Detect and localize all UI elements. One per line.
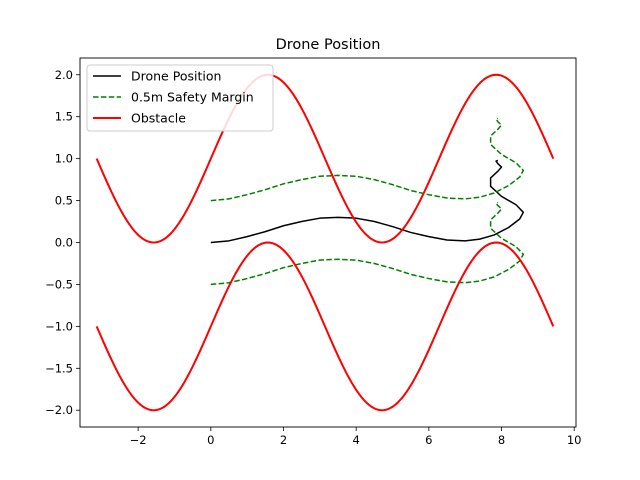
y-tick-label: 0.0 bbox=[55, 236, 73, 250]
series-line-drone-position-0 bbox=[210, 159, 525, 244]
x-tick-label: 2 bbox=[280, 433, 287, 447]
x-axis: −2 0 2 4 6 8 10 bbox=[130, 427, 582, 447]
x-tick-label: 4 bbox=[352, 433, 359, 447]
y-tick-label: 1.5 bbox=[55, 110, 73, 124]
y-tick-label: 1.0 bbox=[55, 152, 73, 166]
series-line-unnamed-4 bbox=[95, 241, 555, 412]
legend-box bbox=[86, 64, 274, 132]
legend-label-0-5m-safety-margin: 0.5m Safety Margin bbox=[131, 90, 254, 105]
series-line-0-5m-safety-margin-1 bbox=[210, 117, 525, 202]
legend-label-drone-position: Drone Position bbox=[131, 69, 221, 84]
series-line-obstacle-3 bbox=[95, 73, 555, 244]
x-tick-label: 0 bbox=[207, 433, 214, 447]
x-tick-label: 10 bbox=[567, 433, 582, 447]
chart-title: Drone Position bbox=[276, 37, 381, 53]
y-tick-label: 2.0 bbox=[55, 68, 73, 82]
y-axis: −2.0 −1.5 −1.0 −0.5 0.0 0.5 1.0 1.5 2.0 bbox=[45, 68, 80, 417]
series-layer bbox=[95, 73, 555, 412]
y-tick-label: −1.0 bbox=[45, 319, 73, 333]
legend-label-obstacle: Obstacle bbox=[131, 111, 186, 126]
y-tick-label: −1.5 bbox=[45, 361, 73, 375]
x-tick-label: 8 bbox=[498, 433, 505, 447]
y-tick-label: −2.0 bbox=[45, 403, 73, 417]
legend: Drone Position 0.5m Safety Margin Obstacle bbox=[86, 64, 274, 132]
x-tick-label: 6 bbox=[425, 433, 432, 447]
y-tick-label: −0.5 bbox=[45, 277, 73, 291]
x-tick-label: −2 bbox=[130, 433, 147, 447]
y-tick-label: 0.5 bbox=[55, 194, 73, 208]
